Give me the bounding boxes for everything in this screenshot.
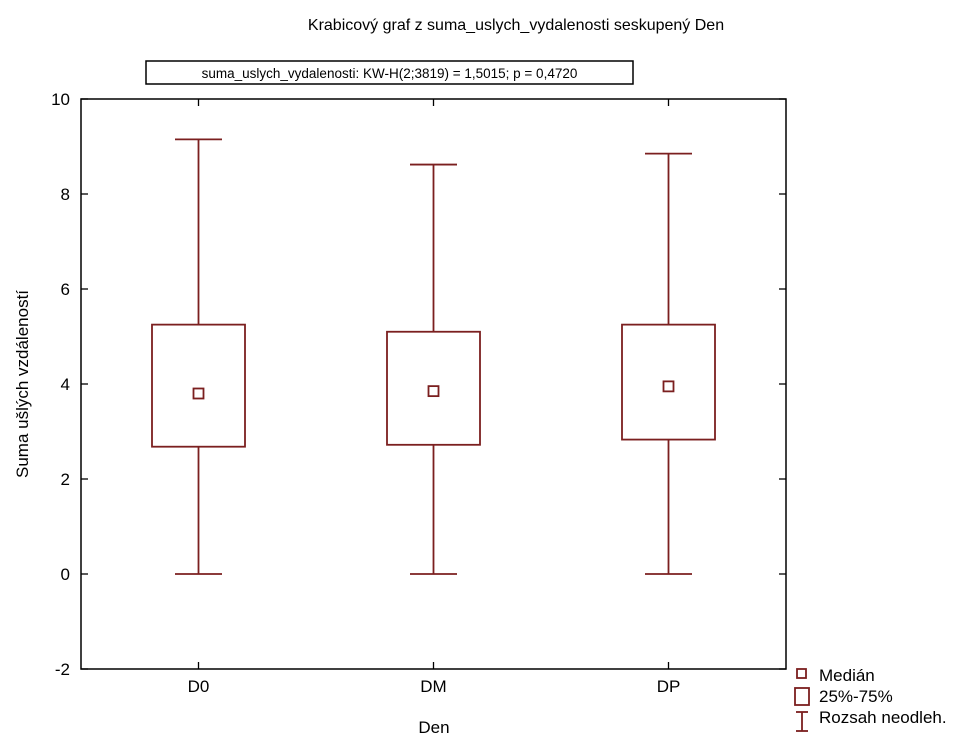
x-tick-label: DP — [657, 677, 681, 696]
annotation-frame — [145, 60, 634, 85]
y-axis: -2 0 2 4 6 8 10 — [51, 90, 786, 679]
legend-median-label: Medián — [819, 666, 875, 685]
x-axis-label: Den — [418, 718, 449, 735]
box-D0 — [151, 138, 246, 575]
box-DP — [621, 152, 716, 575]
x-axis: D0 DM DP — [188, 99, 681, 696]
chart-title: Krabicový graf z suma_uslych_vydalenosti… — [308, 17, 724, 34]
test-annotation-box: suma_uslych_vydalenosti: KW-H(2;3819) = … — [145, 60, 634, 85]
median-marker — [662, 380, 675, 393]
iqr-box — [386, 330, 481, 446]
boxes-layer — [151, 138, 716, 575]
legend: Medián 25%-75% Rozsah neodleh. — [794, 666, 947, 732]
y-tick-label: -2 — [55, 660, 70, 679]
y-axis-label: Suma ušlých vzdáleností — [13, 290, 32, 478]
median-marker — [427, 385, 440, 398]
x-tick-label: DM — [420, 677, 446, 696]
legend-range-label: Rozsah neodleh. — [819, 708, 947, 727]
iqr-box — [621, 323, 716, 441]
y-tick-label: 10 — [51, 90, 70, 109]
legend-median-icon — [796, 668, 807, 679]
legend-box-icon — [794, 687, 810, 706]
legend-box-label: 25%-75% — [819, 687, 893, 706]
y-tick-label: 8 — [61, 185, 70, 204]
iqr-box — [151, 323, 246, 448]
annotation-text: suma_uslych_vydalenosti: KW-H(2;3819) = … — [202, 66, 578, 81]
y-tick-label: 0 — [61, 565, 70, 584]
x-tick-label: D0 — [188, 677, 210, 696]
y-tick-label: 6 — [61, 280, 70, 299]
legend-range-icon — [796, 711, 808, 732]
y-tick-label: 2 — [61, 470, 70, 489]
box-DM — [386, 163, 481, 575]
median-marker — [192, 387, 205, 400]
y-tick-label: 4 — [61, 375, 70, 394]
